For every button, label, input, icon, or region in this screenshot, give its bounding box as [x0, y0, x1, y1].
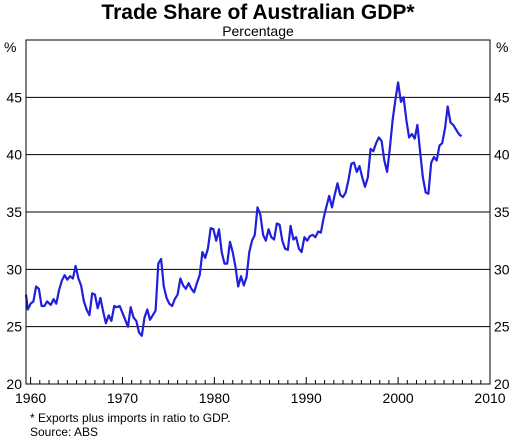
x-tick-label: 1990 — [291, 390, 322, 406]
y-tick-label-right: 20 — [494, 376, 510, 392]
chart-title: Trade Share of Australian GDP* — [101, 1, 415, 24]
y-tick-label-left: 45 — [6, 89, 22, 105]
y-tick-label-left: 40 — [6, 147, 22, 163]
y-tick-label-right: 25 — [494, 319, 510, 335]
x-tick-label: 1980 — [199, 390, 230, 406]
x-tick-label: 2000 — [383, 390, 414, 406]
plot-frame — [25, 39, 491, 385]
footnote: * Exports plus imports in ratio to GDP. — [30, 411, 231, 425]
y-tick-label-right: 45 — [494, 89, 510, 105]
x-axis-labels: 1960 1970 1980 1990 2000 2010 — [15, 390, 506, 406]
y-tick-label-right: 35 — [494, 204, 510, 220]
y-tick-label-left: 25 — [6, 319, 22, 335]
source-note: Source: ABS — [30, 425, 99, 439]
y-axis-right-labels: 20 25 30 35 40 45 — [494, 89, 510, 392]
y-tick-label-left: 20 — [6, 376, 22, 392]
y-tick-label-right: 30 — [494, 261, 510, 277]
y-tick-label-left: 30 — [6, 261, 22, 277]
y-tick-label-right: 40 — [494, 147, 510, 163]
y-axis-left-labels: 20 25 30 35 40 45 — [6, 89, 22, 392]
trade-share-line — [24, 81, 463, 337]
y-unit-right: % — [496, 39, 508, 55]
x-tick-label: 1970 — [107, 390, 138, 406]
y-unit-left: % — [4, 39, 16, 55]
x-axis-ticks — [30, 377, 482, 384]
y-tick-label-left: 35 — [6, 204, 22, 220]
x-tick-label: 2010 — [474, 390, 505, 406]
x-tick-label: 1960 — [15, 390, 46, 406]
chart-subtitle: Percentage — [222, 23, 294, 39]
